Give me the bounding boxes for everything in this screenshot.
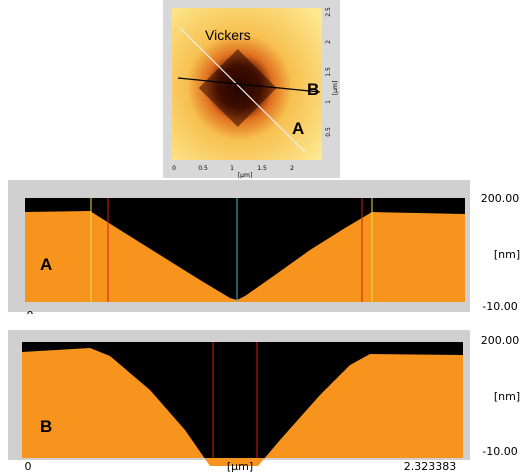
- y-tick: 1.5: [325, 67, 332, 77]
- y-max: 200.00: [481, 192, 520, 205]
- x-unit: [μm]: [238, 172, 252, 179]
- image-title: Vickers: [205, 27, 251, 43]
- y-tick: 2.5: [325, 7, 332, 17]
- x-start: 0: [25, 460, 32, 473]
- y-tick: 1: [325, 100, 332, 104]
- y-unit: [nm]: [494, 390, 520, 403]
- x-tick: 0.5: [198, 165, 208, 172]
- y-tick: 2: [325, 40, 332, 44]
- y-unit: [nm]: [494, 248, 520, 261]
- x-tick: 1: [230, 165, 234, 172]
- x-tick: 0: [172, 165, 176, 172]
- y-unit: [μm]: [332, 81, 339, 95]
- label-b: B: [307, 80, 319, 99]
- x-tick: 1.5: [257, 165, 267, 172]
- x-end: 2.323383: [404, 460, 457, 473]
- y-min: -10.00: [482, 300, 517, 313]
- y-max: 200.00: [481, 334, 520, 347]
- y-min: -10.00: [482, 445, 517, 458]
- figure: Vickers B A 0 0.5 1 1.5 2 [μm] 0.5 1 1.5…: [0, 0, 531, 475]
- profile-label: A: [40, 255, 52, 274]
- y-tick: 0.5: [325, 127, 332, 137]
- mask: [8, 314, 478, 326]
- profile-label: B: [40, 417, 52, 436]
- x-tick: 2: [290, 165, 294, 172]
- x-unit: [μm]: [227, 460, 253, 473]
- label-a: A: [292, 119, 304, 138]
